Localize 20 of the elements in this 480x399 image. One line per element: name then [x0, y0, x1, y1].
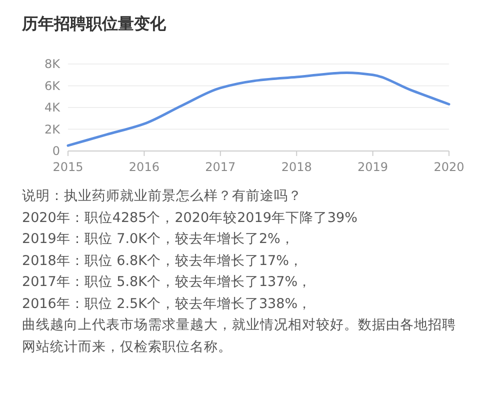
line-series [66, 71, 450, 147]
y-tick-label: 0 [52, 144, 60, 158]
y-tick-label: 2K [44, 122, 62, 136]
chart-title: 历年招聘职位量变化 [22, 14, 166, 35]
text: 2016年：职位 2.5K个，较去年增长了338%， [22, 294, 313, 314]
text: 曲线越向上代表市场需求量越大，就业情况相对较好。数据由各地招聘网站统计而来，仅检索职位名称。 [22, 316, 457, 356]
y-tick-label: 6K [44, 78, 62, 93]
x-tick-label: 2018 [281, 160, 312, 174]
x-tick-label: 2020 [434, 160, 464, 174]
x-tick-label: 2017 [205, 160, 236, 174]
text: 说明：执业药师就业前景怎么样？有前途吗？ [22, 187, 303, 206]
text: 2020年：职位4285个，2020年较2019年下降了39% [22, 208, 358, 228]
y-tick-label: 4K [44, 100, 62, 114]
text: 2018年：职位 6.8K个，较去年增长了17%， [22, 252, 304, 270]
x-tick-label: 2015 [52, 160, 84, 174]
x-tick-label: 2016 [128, 160, 160, 174]
y-tick-label: 8K [44, 57, 62, 71]
text: 2017年：职位 5.8K个，较去年增长了137%， [22, 273, 313, 292]
x-tick-label: 2019 [358, 160, 388, 174]
text: 2019年：职位 7.0K个，较去年增长了2%， [22, 230, 296, 249]
